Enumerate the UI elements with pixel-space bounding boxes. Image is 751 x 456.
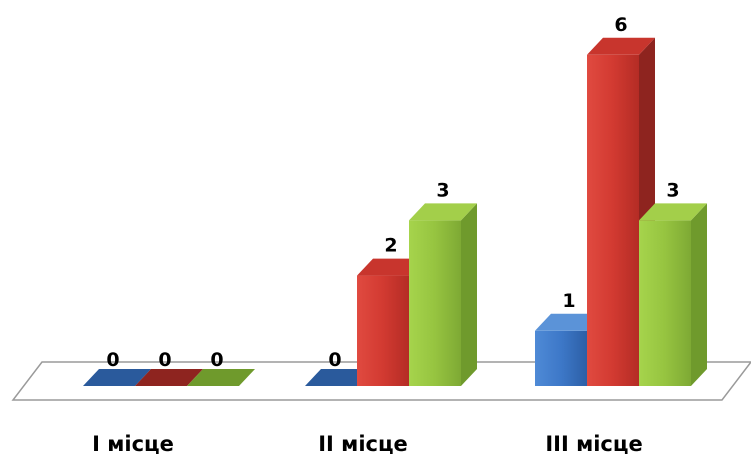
data-label: 3 (436, 179, 449, 201)
data-label: 6 (614, 14, 627, 36)
bar-top (535, 313, 603, 331)
bar-footprint (83, 369, 151, 386)
bar-top (639, 203, 707, 221)
bar-top (357, 258, 425, 276)
bar-top (409, 203, 477, 221)
data-label: 0 (158, 349, 171, 371)
bar-front (535, 330, 587, 386)
data-label: 0 (328, 349, 341, 371)
bar-side (691, 203, 707, 386)
bar-side (461, 203, 477, 386)
data-label: 1 (562, 290, 575, 312)
bar-series-3-cat-1 (187, 369, 255, 386)
x-tick-label: II місце (318, 432, 408, 456)
data-label: 0 (106, 349, 119, 371)
bar-front (587, 54, 639, 387)
bar-top (587, 37, 655, 55)
data-label: 3 (666, 179, 679, 201)
data-label: 2 (384, 235, 397, 257)
data-labels: 0 0 0 0 2 3 1 6 3 (106, 14, 679, 371)
bar-series-1-cat-1 (83, 369, 151, 386)
x-tick-label: I місце (92, 432, 174, 456)
bar-footprint (187, 369, 255, 386)
bar-footprint (135, 369, 203, 386)
bar-series-3-cat-3 (639, 203, 707, 386)
bar-footprint (305, 369, 373, 386)
bar-series-3-cat-2 (409, 203, 477, 386)
bar-front (409, 220, 461, 386)
x-tick-label: III місце (545, 432, 642, 456)
bar-series-1-cat-2 (305, 369, 373, 386)
data-label: 0 (210, 349, 223, 371)
x-axis-labels: I місце II місце III місце (92, 432, 643, 456)
bar-series-2-cat-1 (135, 369, 203, 386)
bars (83, 37, 707, 387)
bar-front (639, 220, 691, 386)
bar-front (357, 275, 409, 386)
